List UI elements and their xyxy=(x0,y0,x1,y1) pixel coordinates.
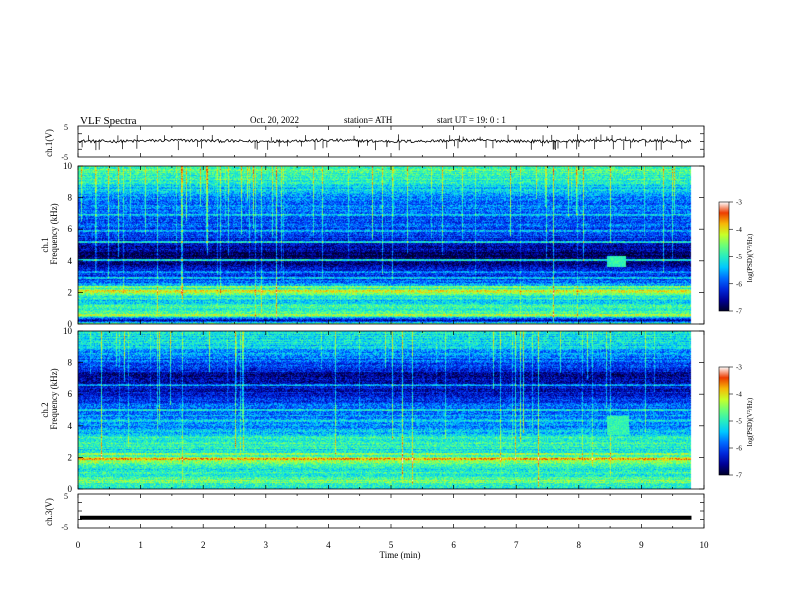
y-tick-label: 10 xyxy=(63,161,73,171)
y-tick-label: 0 xyxy=(68,484,73,494)
ch1-colorbar-label: log(PSD)(V²/Hz) xyxy=(746,233,754,282)
ch2-colorbar-ticks: -3 -4 -5 -6 -7 xyxy=(729,364,742,480)
ch1-ytick-top: 5 xyxy=(64,123,68,132)
x-tick-label: 8 xyxy=(577,540,582,550)
colorbar-tick-label: -4 xyxy=(736,226,742,234)
ch1-waveform-trace xyxy=(79,138,692,144)
ch1-spectrogram-yticks: 0 2 4 6 8 10 xyxy=(63,161,704,329)
ch3-waveform-ylabel: ch.3(V) xyxy=(44,498,54,526)
colorbar-tick-label: -6 xyxy=(736,445,742,453)
colorbar-tick-label: -5 xyxy=(736,418,742,426)
colorbar-tick-label: -5 xyxy=(736,253,742,261)
x-tick-label: 4 xyxy=(326,540,331,550)
ch1-ytick-bottom: -5 xyxy=(61,153,68,162)
ch1-colorbar-ticks: -3 -4 -5 -6 -7 xyxy=(729,199,742,316)
x-tick-label: 2 xyxy=(201,540,206,550)
colorbar-tick-label: -4 xyxy=(736,391,742,399)
y-tick-label: 10 xyxy=(63,326,73,336)
ch1-spectrogram-panel: ch.1 Frequency (kHz) 0 2 4 6 8 10 xyxy=(40,161,705,329)
x-tick-label: 10 xyxy=(700,540,710,550)
colorbar-tick-label: -7 xyxy=(736,472,742,480)
ch2-colorbar: -3 -4 -5 -6 -7 log(PSD)(V²/Hz) xyxy=(718,364,754,480)
ch3-waveform-panel: ch.3(V) 5 -5 xyxy=(44,492,705,532)
start-time-label: start UT = 19: 0 : 1 xyxy=(437,115,506,125)
ch3-ytick-top: 5 xyxy=(64,492,68,501)
y-tick-label: 4 xyxy=(68,256,73,266)
y-tick-label: 0 xyxy=(68,319,73,329)
colorbar-tick-label: -3 xyxy=(736,364,742,372)
colorbar-tick-label: -7 xyxy=(736,308,742,316)
time-axis-label: Time (min) xyxy=(380,550,421,560)
time-axis: 0 1 2 3 4 5 6 7 8 9 10 xyxy=(76,126,709,550)
station-label: station= ATH xyxy=(344,115,393,125)
y-tick-label: 2 xyxy=(68,452,73,462)
ch2-colorbar-gradient xyxy=(718,366,730,476)
ch3-ytick-bottom: -5 xyxy=(61,523,68,532)
y-tick-label: 6 xyxy=(68,389,73,399)
ch1-spectrogram-heatmap xyxy=(78,166,704,324)
ch1-colorbar-gradient xyxy=(718,201,730,312)
ch2-spectrogram-yticks: 0 2 4 6 8 10 xyxy=(63,326,704,494)
x-tick-label: 5 xyxy=(389,540,394,550)
ch2-spectrogram-ylabel-line1: ch.2 xyxy=(40,402,50,417)
figure-title: VLF Spectra xyxy=(80,115,137,127)
x-tick-label: 6 xyxy=(451,540,456,550)
y-tick-label: 8 xyxy=(68,193,73,203)
y-tick-label: 2 xyxy=(68,287,73,297)
y-tick-label: 6 xyxy=(68,224,73,234)
x-tick-label: 0 xyxy=(76,540,81,550)
ch1-waveform-ylabel: ch.1(V) xyxy=(44,129,54,157)
x-tick-label: 9 xyxy=(639,540,644,550)
x-tick-label: 3 xyxy=(264,540,269,550)
date-label: Oct. 20, 2022 xyxy=(250,115,299,125)
y-tick-label: 4 xyxy=(68,421,73,431)
ch1-spectrogram-ylabel-line2: Frequency (kHz) xyxy=(49,203,59,264)
y-tick-label: 8 xyxy=(68,358,73,368)
ch3-waveform-frame xyxy=(77,493,705,529)
colorbar-tick-label: -3 xyxy=(736,199,742,207)
colorbar-tick-label: -6 xyxy=(736,280,742,288)
ch1-spectrogram-image-holder xyxy=(78,166,704,324)
ch1-waveform-panel: ch.1(V) 5 -5 xyxy=(44,123,705,162)
ch2-colorbar-label: log(PSD)(V²/Hz) xyxy=(746,397,754,446)
x-tick-label: 1 xyxy=(138,540,143,550)
ch2-spectrogram-panel: ch.2 Frequency (kHz) 0 2 4 6 8 10 xyxy=(40,326,705,494)
ch2-spectrogram-heatmap xyxy=(78,331,704,489)
ch1-waveform-spikes xyxy=(81,134,683,151)
ch1-spectrogram-ylabel-line1: ch.1 xyxy=(40,237,50,252)
ch2-spectrogram-ylabel-line2: Frequency (kHz) xyxy=(49,368,59,429)
ch1-colorbar: -3 -4 -5 -6 -7 log(PSD)(V²/Hz) xyxy=(718,199,754,316)
x-tick-label: 7 xyxy=(514,540,519,550)
ch2-spectrogram-image-holder xyxy=(78,331,704,489)
